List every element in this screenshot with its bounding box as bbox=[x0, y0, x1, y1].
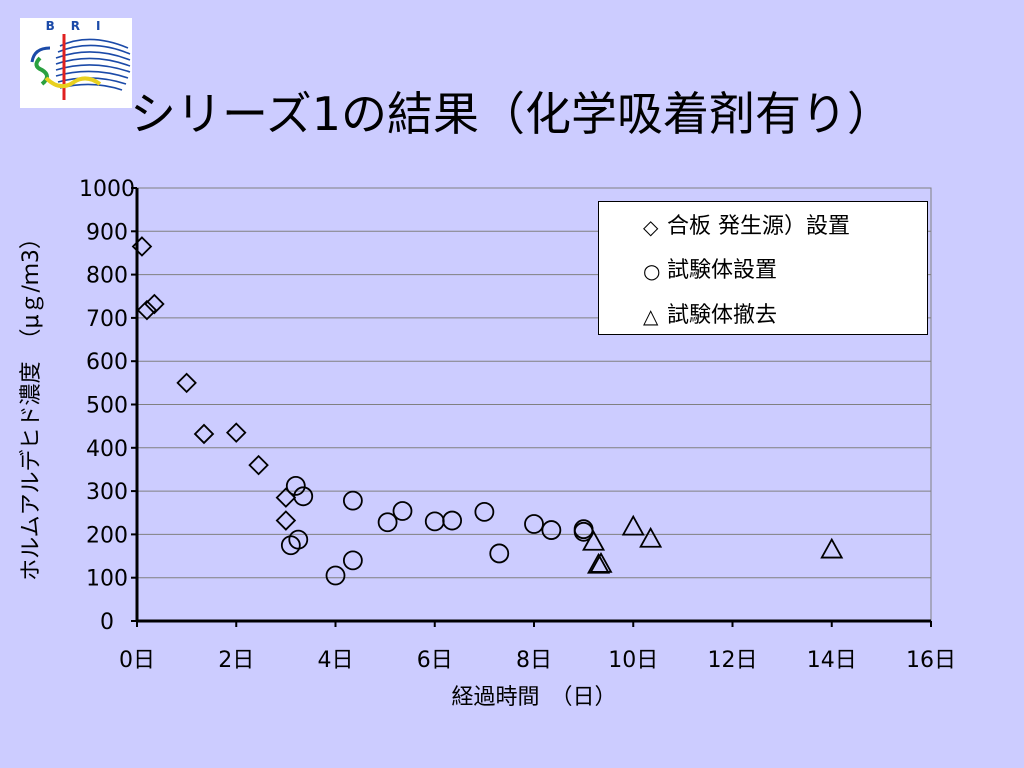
circle-point bbox=[342, 550, 363, 571]
y-tick-label: 1000 bbox=[79, 177, 135, 202]
triangle-point bbox=[621, 514, 645, 536]
legend-item-specimen-installed: ○ 試験体設置 bbox=[643, 258, 777, 284]
circle-point bbox=[325, 565, 346, 586]
chart-legend: ◇ 合板 発生源）設置 ○ 試験体設置 △ 試験体撤去 bbox=[598, 201, 928, 335]
x-tick-label: 4日 bbox=[318, 648, 354, 673]
y-tick-label: 700 bbox=[86, 307, 128, 332]
circle-point bbox=[442, 510, 463, 531]
triangle-point bbox=[820, 537, 844, 559]
diamond-point bbox=[193, 423, 215, 445]
triangle-point bbox=[582, 529, 606, 551]
y-tick-label: 800 bbox=[86, 264, 128, 289]
x-tick-label: 14日 bbox=[807, 648, 857, 673]
legend-label: 試験体設置 bbox=[667, 258, 778, 283]
x-tick-label: 8日 bbox=[516, 648, 552, 673]
y-tick-label: 300 bbox=[86, 480, 128, 505]
x-axis-ticks: 0日 2日 4日 6日 8日 10日 12日 14日 16日 bbox=[119, 621, 956, 673]
circle-point bbox=[285, 476, 306, 496]
diamond-point bbox=[136, 299, 158, 321]
x-axis-label: 経過時間 （日） bbox=[451, 685, 616, 710]
circle-marker-icon: ○ bbox=[643, 259, 661, 283]
y-tick-label: 200 bbox=[86, 523, 128, 548]
legend-label: 合板 発生源）設置 bbox=[667, 214, 850, 239]
x-tick-label: 6日 bbox=[417, 648, 453, 673]
slide-title: シリーズ1の結果（化学吸着剤有り） bbox=[130, 87, 893, 141]
circle-point bbox=[489, 543, 510, 564]
diamond-point bbox=[131, 236, 153, 257]
diamond-point bbox=[144, 293, 165, 315]
circle-point bbox=[541, 520, 562, 540]
x-tick-label: 12日 bbox=[708, 648, 758, 673]
y-axis-label: ホルムアルデヒド濃度 （μｇ/ｍ3） bbox=[19, 227, 44, 581]
bri-logo: BRI bbox=[20, 18, 132, 108]
y-tick-label: 900 bbox=[86, 220, 128, 245]
x-tick-label: 16日 bbox=[906, 648, 956, 673]
circle-point bbox=[342, 490, 363, 511]
grid-lines bbox=[137, 187, 931, 579]
legend-item-specimen-removed: △ 試験体撤去 bbox=[643, 303, 777, 329]
diamond-point bbox=[248, 454, 269, 476]
diamond-point bbox=[176, 372, 197, 394]
triangle-marker-icon: △ bbox=[643, 304, 659, 328]
legend-label: 試験体撤去 bbox=[667, 303, 778, 328]
circle-point bbox=[377, 512, 398, 533]
triangle-point bbox=[589, 551, 613, 573]
circle-point bbox=[293, 486, 314, 507]
x-tick-label: 2日 bbox=[218, 648, 254, 673]
circle-point bbox=[474, 501, 495, 522]
x-tick-label: 0日 bbox=[119, 648, 155, 673]
diamond-point bbox=[275, 510, 297, 531]
circle-point bbox=[288, 529, 309, 550]
legend-item-plywood: ◇ 合板 発生源）設置 bbox=[643, 214, 850, 240]
circle-point bbox=[524, 514, 544, 534]
logo-mark-icon bbox=[30, 34, 131, 100]
y-tick-label: 500 bbox=[86, 394, 128, 419]
y-tick-label: 100 bbox=[86, 567, 128, 592]
y-tick-label: 400 bbox=[86, 437, 128, 462]
data-points bbox=[131, 236, 844, 586]
y-tick-label: 0 bbox=[100, 610, 114, 635]
triangle-point bbox=[639, 526, 663, 548]
logo-text: BRI bbox=[45, 19, 117, 33]
diamond-marker-icon: ◇ bbox=[643, 215, 659, 239]
diamond-point bbox=[225, 422, 247, 443]
y-axis-ticks: 0 100 200 300 400 500 600 700 800 900 1000 bbox=[79, 177, 137, 635]
circle-point bbox=[392, 501, 413, 521]
x-tick-label: 10日 bbox=[608, 648, 658, 673]
y-tick-label: 600 bbox=[86, 350, 128, 375]
